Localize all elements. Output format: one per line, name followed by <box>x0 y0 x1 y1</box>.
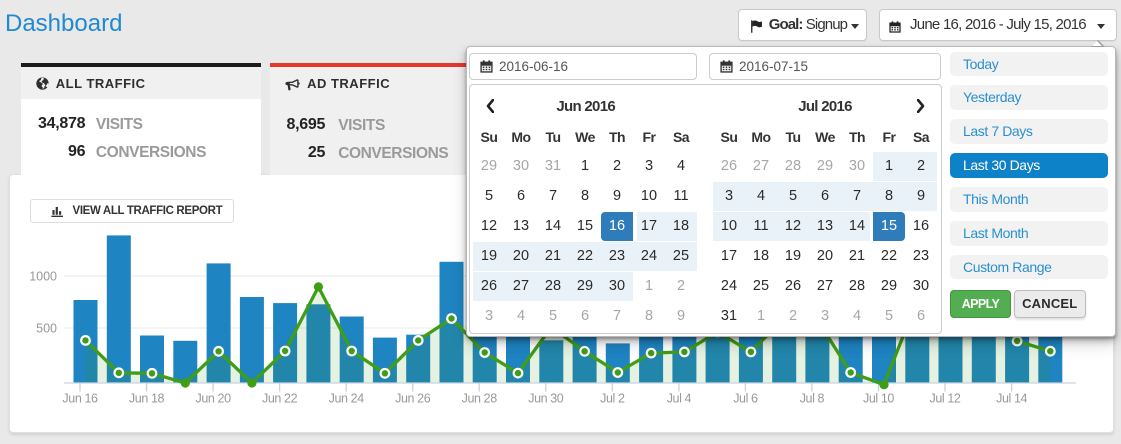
svg-text:Jul 12: Jul 12 <box>930 392 961 406</box>
svg-text:Jul 4: Jul 4 <box>667 392 692 406</box>
svg-text:Jul 2: Jul 2 <box>600 392 625 406</box>
svg-text:Jun 24: Jun 24 <box>329 392 365 406</box>
svg-text:1000: 1000 <box>29 270 57 284</box>
svg-text:Jun 20: Jun 20 <box>196 392 232 406</box>
svg-text:Jul 8: Jul 8 <box>800 392 825 406</box>
svg-text:Jun 26: Jun 26 <box>395 392 431 406</box>
svg-text:Jun 18: Jun 18 <box>129 392 165 406</box>
svg-text:500: 500 <box>36 322 57 336</box>
svg-text:Jul 6: Jul 6 <box>733 392 758 406</box>
svg-text:Jul 14: Jul 14 <box>996 392 1027 406</box>
svg-text:Jun 28: Jun 28 <box>462 392 498 406</box>
svg-text:Jun 30: Jun 30 <box>528 392 564 406</box>
svg-text:Jun 22: Jun 22 <box>262 392 298 406</box>
svg-text:Jun 16: Jun 16 <box>62 392 98 406</box>
svg-text:Jul 10: Jul 10 <box>863 392 894 406</box>
